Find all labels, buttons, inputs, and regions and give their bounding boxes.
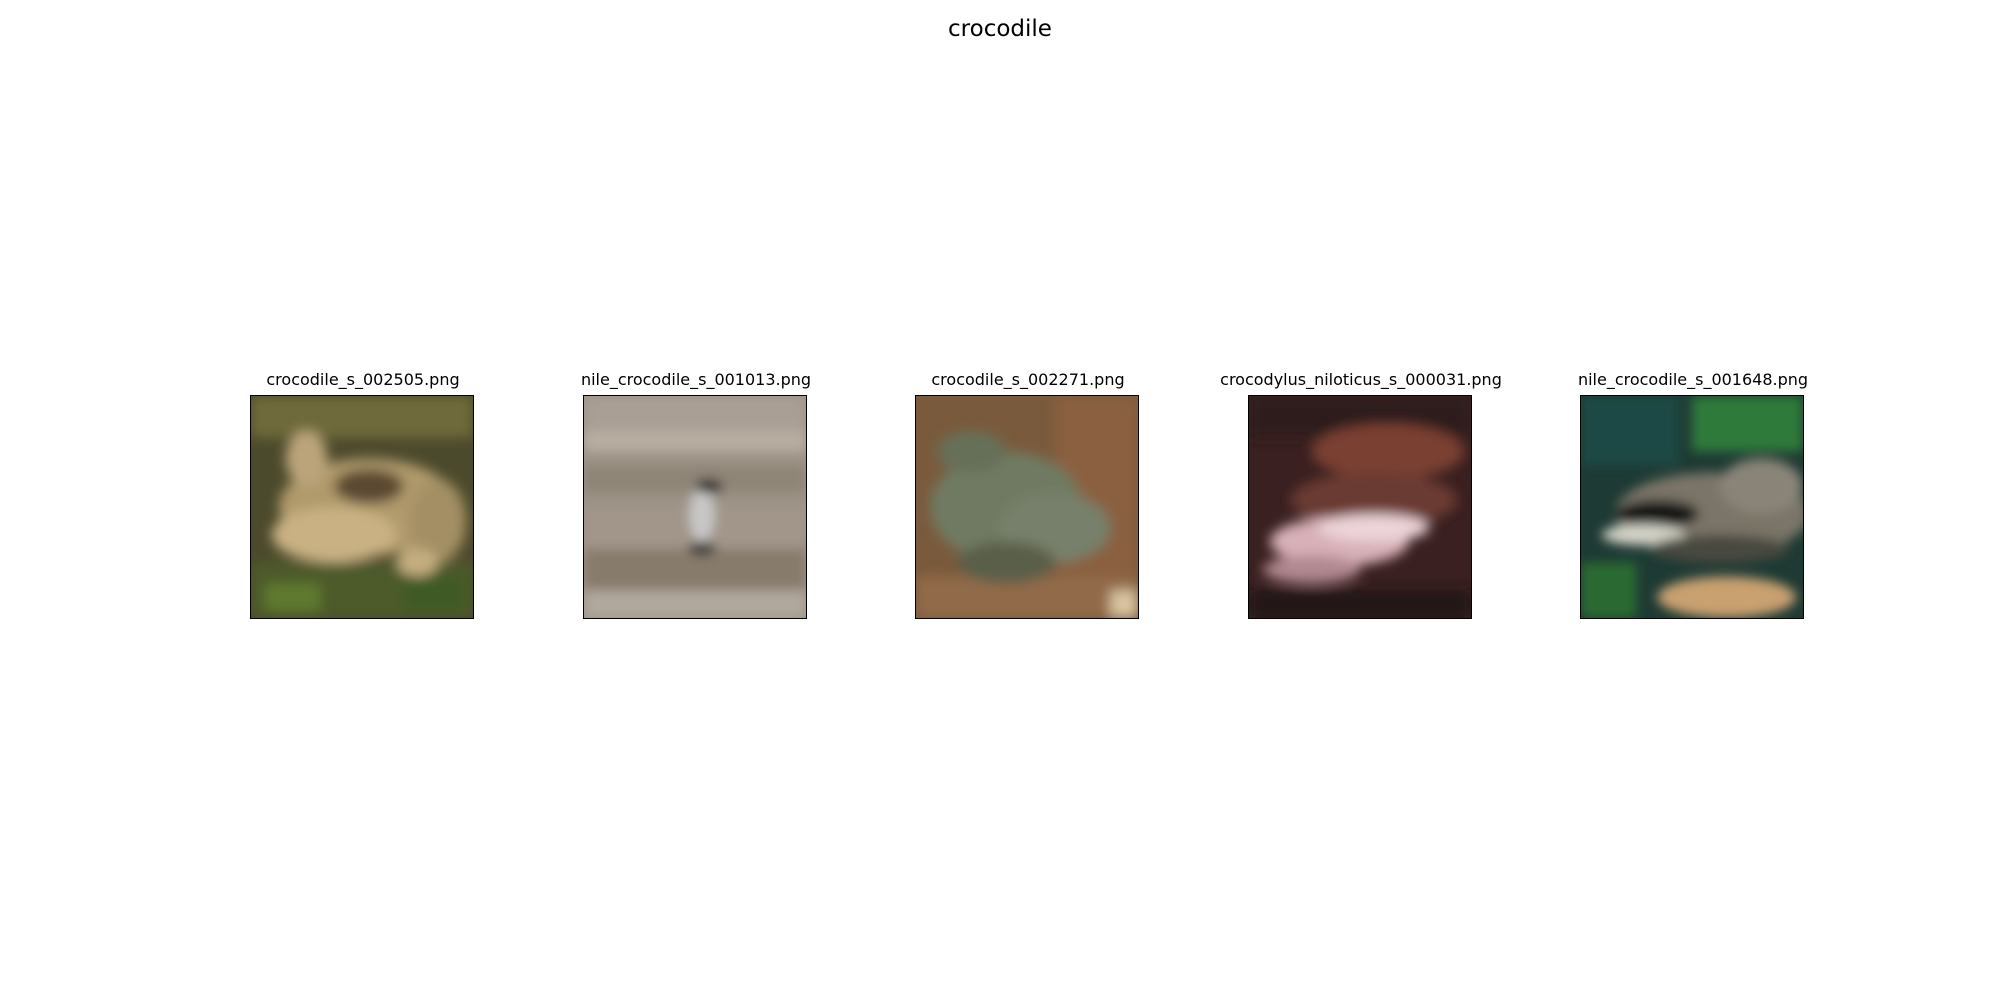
image-caption-1: crocodile_s_002505.png (266, 370, 460, 389)
crocodile-image-3 (916, 396, 1138, 618)
crocodile-image-5 (1581, 396, 1803, 618)
image-caption-2: nile_crocodile_s_001013.png (580, 370, 812, 389)
crocodile-thumbnail-2 (583, 395, 807, 619)
image-caption-3: crocodile_s_002271.png (931, 370, 1125, 389)
crocodile-image-2 (584, 396, 806, 618)
crocodile-image-1 (251, 396, 473, 618)
crocodile-thumbnail-3 (915, 395, 1139, 619)
image-caption-4: crocodylus_niloticus_s_000031.png (1220, 370, 1502, 389)
crocodile-thumbnail-4 (1248, 395, 1472, 619)
crocodile-thumbnail-1 (250, 395, 474, 619)
crocodile-image-4 (1249, 396, 1471, 618)
crocodile-thumbnail-5 (1580, 395, 1804, 619)
image-caption-5: nile_crocodile_s_001648.png (1577, 370, 1809, 389)
figure-title: crocodile (948, 16, 1052, 42)
